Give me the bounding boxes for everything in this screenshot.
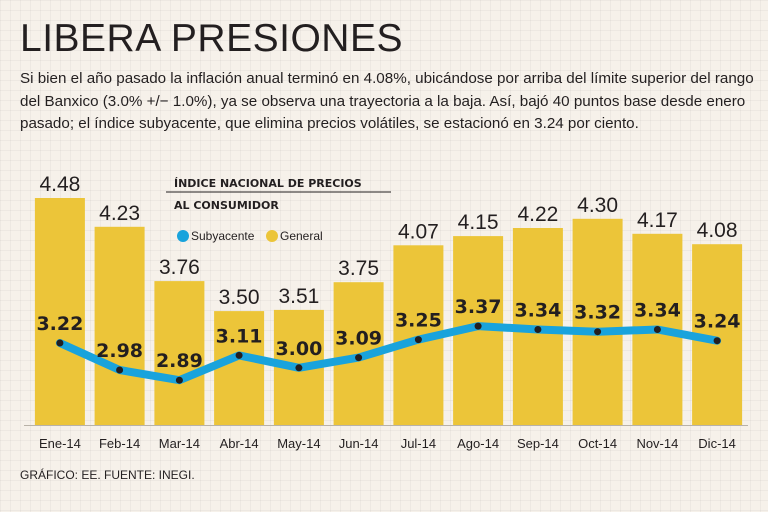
data-label-subyacente-oct-14: 3.32 (574, 302, 621, 324)
point-subyacente-jul-14 (414, 336, 422, 344)
data-label-general-feb-14: 4.23 (99, 202, 140, 225)
data-label-general-nov-14: 4.17 (637, 209, 678, 232)
x-tick-label-nov-14: Nov-14 (636, 436, 678, 451)
bar-general-abr-14 (214, 311, 265, 425)
point-subyacente-ago-14 (474, 322, 482, 330)
bar-general-mar-14 (154, 281, 205, 425)
data-label-subyacente-dic-14: 3.24 (694, 311, 741, 333)
source-note: GRÁFICO: EE. FUENTE: INEGI. (20, 468, 195, 482)
x-tick-label-sep-14: Sep-14 (517, 436, 559, 451)
data-label-subyacente-ene-14: 3.22 (36, 313, 83, 335)
data-label-general-jul-14: 4.07 (398, 220, 439, 243)
point-subyacente-mar-14 (175, 376, 183, 384)
data-label-general-abr-14: 3.50 (219, 286, 260, 309)
x-tick-label-abr-14: Abr-14 (220, 436, 259, 451)
data-label-subyacente-feb-14: 2.98 (96, 340, 143, 362)
data-label-subyacente-may-14: 3.00 (275, 338, 322, 360)
data-label-general-ene-14: 4.48 (39, 173, 80, 196)
data-label-subyacente-abr-14: 3.11 (216, 325, 263, 347)
chart-title-line-2: AL CONSUMIDOR (174, 199, 279, 212)
data-label-subyacente-ago-14: 3.37 (455, 296, 502, 318)
page-title: LIBERA PRESIONES (20, 17, 403, 60)
data-label-general-ago-14: 4.15 (458, 211, 499, 234)
line-subyacente (55, 322, 722, 385)
data-label-subyacente-sep-14: 3.34 (514, 300, 561, 322)
point-subyacente-sep-14 (534, 326, 542, 333)
point-subyacente-dic-14 (713, 337, 721, 345)
data-label-general-sep-14: 4.22 (517, 203, 558, 226)
x-tick-label-oct-14: Oct-14 (578, 436, 617, 451)
point-subyacente-ene-14 (56, 339, 64, 347)
point-subyacente-may-14 (295, 364, 303, 372)
legend-general-label: General (280, 229, 323, 243)
legend-subyacente-swatch (177, 230, 189, 242)
point-subyacente-feb-14 (116, 366, 124, 374)
data-label-subyacente-jul-14: 3.25 (395, 310, 442, 332)
legend-general-swatch (266, 230, 278, 242)
x-tick-label-mar-14: Mar-14 (159, 436, 200, 451)
data-label-subyacente-nov-14: 3.34 (634, 300, 681, 322)
data-label-general-dic-14: 4.08 (697, 219, 738, 242)
data-label-subyacente-mar-14: 2.89 (156, 350, 203, 372)
point-subyacente-oct-14 (594, 328, 602, 336)
bar-general-oct-14 (572, 218, 623, 425)
x-tick-label-dic-14: Dic-14 (698, 436, 736, 451)
x-tick-label-ago-14: Ago-14 (457, 436, 499, 451)
data-label-general-jun-14: 3.75 (338, 257, 379, 280)
data-label-general-mar-14: 3.76 (159, 256, 200, 279)
point-subyacente-nov-14 (653, 326, 661, 333)
point-subyacente-abr-14 (235, 351, 243, 359)
bar-general-ene-14 (34, 198, 85, 425)
x-tick-label-may-14: May-14 (277, 436, 320, 451)
x-tick-label-ene-14: Ene-14 (39, 436, 81, 451)
point-subyacente-jun-14 (355, 354, 363, 362)
x-tick-label-jun-14: Jun-14 (339, 436, 379, 451)
intro-paragraph: Si bien el año pasado la inflación anual… (20, 70, 754, 132)
legend-subyacente-label: Subyacente (191, 229, 255, 243)
data-label-subyacente-jun-14: 3.09 (335, 328, 382, 350)
x-tick-label-jul-14: Jul-14 (401, 436, 436, 451)
bar-general-feb-14 (94, 226, 145, 425)
chart-legend: ÍNDICE NACIONAL DE PRECIOS AL CONSUMIDOR… (166, 177, 391, 243)
data-label-general-oct-14: 4.30 (577, 194, 618, 217)
data-label-general-may-14: 3.51 (278, 285, 319, 308)
chart-title-line-1: ÍNDICE NACIONAL DE PRECIOS (174, 177, 362, 190)
x-tick-label-feb-14: Feb-14 (99, 436, 140, 451)
